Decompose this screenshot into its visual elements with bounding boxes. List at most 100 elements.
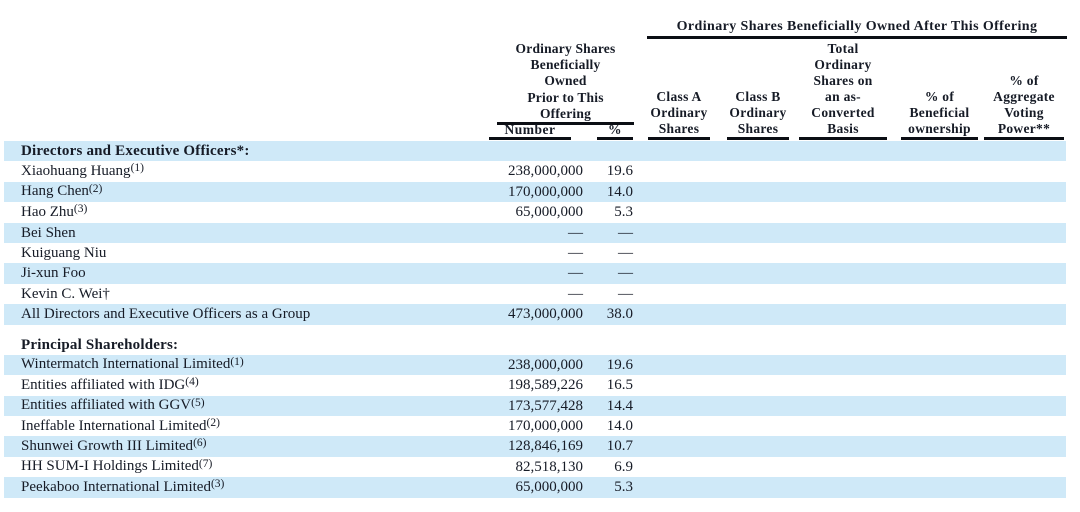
column-header-line: Beneficial xyxy=(909,105,970,120)
shares-number: 473,000,000 xyxy=(508,306,583,323)
shares-number: — xyxy=(568,285,583,302)
shareholder-name: Entities affiliated with GGV(5) xyxy=(21,396,205,414)
shares-percent: — xyxy=(618,244,633,261)
column-header-class-a-ordinary-shares: Class A Ordinary Shares xyxy=(648,41,710,140)
column-header-line: Basis xyxy=(827,121,859,136)
table-row: Xiaohuang Huang(1) 238,000,000 19.6 xyxy=(4,161,1066,181)
column-header-line: Total xyxy=(827,41,859,56)
section-gap xyxy=(4,324,1066,335)
shareholder-name: Bei Shen xyxy=(21,224,76,241)
shareholder-name: Peekaboo International Limited(3) xyxy=(21,478,225,495)
shares-number: 238,000,000 xyxy=(508,356,583,373)
shares-number: — xyxy=(568,244,583,261)
shareholder-name: Hao Zhu(3) xyxy=(21,203,88,220)
section-heading-row: Principal Shareholders: xyxy=(4,335,1066,355)
shares-percent: 14.0 xyxy=(606,418,633,435)
table-row: Ineffable International Limited(2) 170,00… xyxy=(4,416,1066,436)
column-header-class-b-ordinary-shares: Class B Ordinary Shares xyxy=(727,41,789,140)
table-row: Wintermatch International Limited(1) 238,… xyxy=(4,354,1066,376)
shares-percent: 38.0 xyxy=(606,306,633,323)
table-row: Entities affiliated with IDG(4) 198,589,2… xyxy=(4,375,1066,395)
table-row: Kuiguang Niu — — xyxy=(4,243,1066,263)
column-header-pct-beneficial-ownership: % of Beneficial ownership xyxy=(901,41,978,140)
column-header-line: % of xyxy=(924,89,955,104)
footnote-ref: (3) xyxy=(73,203,88,216)
column-header-line: Class B xyxy=(735,89,781,104)
column-header-line: Power** xyxy=(997,121,1051,136)
shares-number: 82,518,130 xyxy=(515,458,584,475)
column-header-line: Voting xyxy=(1004,105,1044,120)
column-header-line: Aggregate xyxy=(993,89,1055,104)
table-row: Entities affiliated with GGV(5) 173,577,4… xyxy=(4,395,1066,417)
shareholder-name: Wintermatch International Limited(1) xyxy=(21,355,244,373)
shareholder-name: Ineffable International Limited(2) xyxy=(21,417,220,434)
shares-number: — xyxy=(568,265,583,282)
shares-percent: 19.6 xyxy=(606,163,633,180)
column-header-line: Ordinary xyxy=(814,57,872,72)
shares-percent: 19.6 xyxy=(606,356,633,373)
column-header-line: an as- xyxy=(825,89,861,104)
column-header-line: Class A xyxy=(656,89,702,104)
footnote-ref: (1) xyxy=(230,355,244,368)
shareholder-name: Ji-xun Foo xyxy=(21,265,86,282)
column-header-line: % of xyxy=(1009,73,1039,88)
footnote-ref: (2) xyxy=(206,417,220,430)
shares-number: — xyxy=(568,224,583,241)
shares-number: 65,000,000 xyxy=(515,204,584,221)
table-row: Peekaboo International Limited(3) 65,000,… xyxy=(4,477,1066,498)
footnote-ref: (3) xyxy=(210,478,225,491)
shares-percent: 16.5 xyxy=(606,377,633,394)
column-header-line: ownership xyxy=(908,121,971,136)
column-header-percent: % xyxy=(597,123,633,140)
table-row: Shunwei Growth III Limited(6) 128,846,169… xyxy=(4,436,1066,457)
table-row: All Directors and Executive Officers as … xyxy=(4,304,1066,325)
shares-number: 238,000,000 xyxy=(508,163,583,180)
column-header-line: Ordinary xyxy=(729,105,787,120)
prior-offering-group-header: Ordinary Shares Beneficially Owned Prior to… xyxy=(497,40,634,125)
section-heading: Principal Shareholders: xyxy=(21,336,179,353)
prior-group-header-line: Beneficially xyxy=(530,57,601,73)
column-header-line: Shares xyxy=(737,121,779,136)
table-row: Hao Zhu(3) 65,000,000 5.3 xyxy=(4,202,1066,222)
table-row: HH SUM-I Holdings Limited(7) 82,518,130 6.… xyxy=(4,457,1066,477)
shares-percent: 5.3 xyxy=(614,204,633,221)
shares-percent: — xyxy=(618,224,633,241)
shares-number: 170,000,000 xyxy=(508,183,583,200)
shares-number: 128,846,169 xyxy=(508,438,583,455)
shareholder-name: Kuiguang Niu xyxy=(21,244,107,261)
shares-percent: 14.0 xyxy=(606,183,633,200)
prior-group-header-line: Prior to This xyxy=(527,89,604,105)
shareholder-name: Kevin C. Wei† xyxy=(21,285,110,302)
prior-group-header-line: Offering xyxy=(539,105,592,121)
table-row: Hang Chen(2) 170,000,000 14.0 xyxy=(4,181,1066,203)
column-header-line: Ordinary xyxy=(650,105,708,120)
column-header-line: Converted xyxy=(811,105,875,120)
column-header-number: Number xyxy=(489,123,571,140)
footnote-ref: (7) xyxy=(198,457,213,470)
shareholder-name: All Directors and Executive Officers as … xyxy=(21,306,311,323)
table-row: Ji-xun Foo — — xyxy=(4,263,1066,284)
shares-number: 65,000,000 xyxy=(515,479,584,496)
shares-percent: — xyxy=(618,265,633,282)
column-header-pct-aggregate-voting-power: % of Aggregate Voting Power** xyxy=(984,41,1064,140)
shares-percent: — xyxy=(618,285,633,302)
shareholder-name: Shunwei Growth III Limited(6) xyxy=(21,437,207,454)
shares-number: 173,577,428 xyxy=(508,397,583,414)
shares-number: 198,589,226 xyxy=(508,377,583,394)
section-heading: Directors and Executive Officers*: xyxy=(21,143,250,159)
footnote-ref: (2) xyxy=(88,182,103,195)
shares-percent: 5.3 xyxy=(614,479,633,496)
column-header-line: Shares xyxy=(658,121,700,136)
footnote-ref: (6) xyxy=(193,437,207,450)
table-body: Directors and Executive Officers*: Xiaohu… xyxy=(4,141,1066,498)
prior-group-header-line: Ordinary Shares xyxy=(515,40,616,56)
prior-group-header-line: Owned xyxy=(544,73,587,89)
column-header-total-ordinary-shares-as-converted: Total Ordinary Shares on an as- Converted Bas… xyxy=(799,41,887,140)
shares-percent: 6.9 xyxy=(614,458,633,475)
shareholder-name: Xiaohuang Huang(1) xyxy=(21,162,144,179)
footnote-ref: (5) xyxy=(191,396,205,409)
column-header-line: Shares on xyxy=(813,73,873,88)
shares-percent: 10.7 xyxy=(606,438,633,455)
shareholder-name: Hang Chen(2) xyxy=(21,182,103,200)
